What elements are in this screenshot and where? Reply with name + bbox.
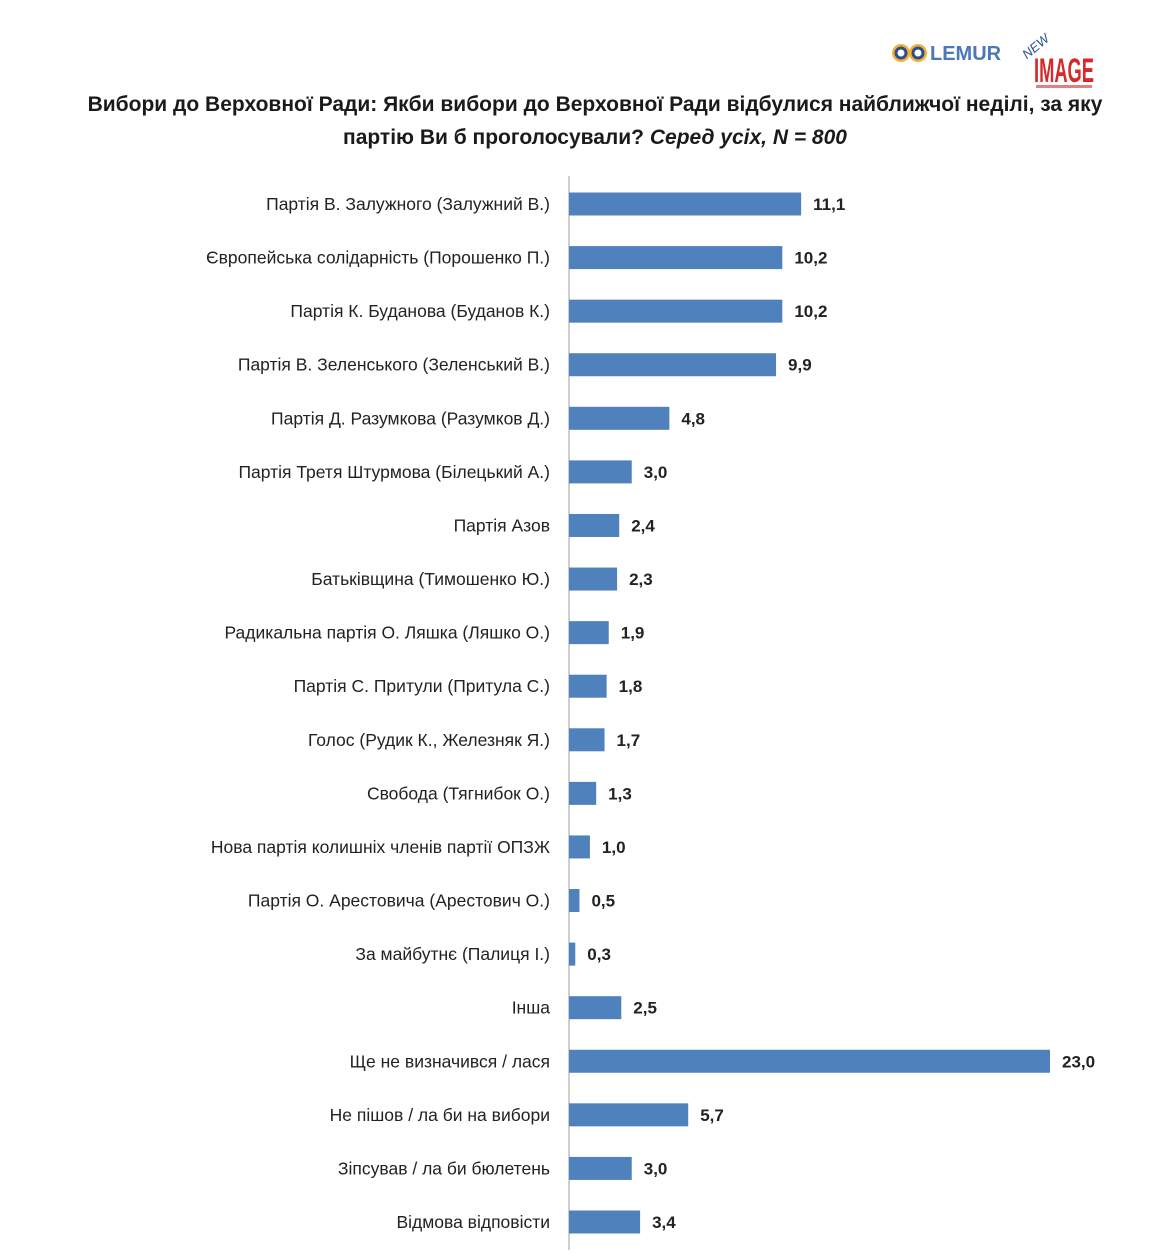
value-label: 1,7: [617, 731, 641, 750]
value-label: 0,3: [587, 945, 611, 964]
category-label: Відмова відповісти: [396, 1212, 550, 1232]
category-label: Партія К. Буданова (Буданов К.): [290, 301, 550, 321]
bar: [569, 996, 622, 1020]
bar: [569, 1049, 1050, 1073]
category-label: Партія О. Арестовича (Арестович О.): [248, 891, 550, 911]
value-label: 10,2: [794, 249, 827, 268]
newimage-image-text: IMAGE: [1034, 52, 1094, 90]
chart-title: Вибори до Верховної Ради: Якби вибори до…: [60, 88, 1130, 154]
value-label: 1,9: [621, 624, 645, 643]
newimage-logo: NEW IMAGE: [1020, 32, 1100, 92]
category-label: Партія Д. Разумкова (Разумков Д.): [271, 408, 550, 428]
category-label: Партія Третя Штурмова (Білецький А.): [238, 462, 550, 482]
value-label: 4,8: [681, 409, 705, 428]
category-label: Голос (Рудик К., Железняк Я.): [308, 730, 550, 750]
value-label: 0,5: [591, 892, 615, 911]
lemur-text: LEMUR: [930, 43, 1002, 65]
title-main: Вибори до Верховної Ради: Якби вибори до…: [87, 93, 1103, 149]
bar: [569, 406, 670, 430]
value-label: 1,8: [619, 677, 643, 696]
category-label: Радикальна партія О. Ляшка (Ляшко О.): [224, 623, 550, 643]
bar: [569, 192, 802, 216]
value-label: 10,2: [794, 302, 827, 321]
value-label: 11,1: [813, 195, 845, 214]
value-label: 3,0: [644, 463, 668, 482]
bar: [569, 621, 609, 645]
value-label: 2,5: [633, 999, 657, 1018]
category-label: За майбутнє (Палиця І.): [355, 944, 550, 964]
value-label: 1,3: [608, 784, 632, 803]
bar: [569, 674, 607, 698]
category-label: Зіпсував / ла би бюлетень: [338, 1158, 550, 1178]
bar: [569, 353, 777, 377]
value-label: 5,7: [700, 1106, 724, 1125]
category-label: Європейська солідарність (Порошенко П.): [206, 248, 550, 268]
category-label: Партія Азов: [454, 515, 550, 535]
value-label: 9,9: [788, 356, 812, 375]
bar: [569, 889, 580, 913]
bar: [569, 460, 632, 484]
bar: [569, 835, 590, 859]
lemur-eyes-icon: LEMUR: [892, 43, 1002, 65]
bar: [569, 942, 576, 966]
value-label: 1,0: [602, 838, 626, 857]
bar: [569, 781, 597, 805]
category-label: Не пішов / ла би на вибори: [330, 1105, 550, 1125]
bar: [569, 1210, 641, 1234]
lemur-logo: LEMUR: [890, 38, 1005, 68]
category-label: Партія В. Залужного (Залужний В.): [266, 194, 550, 214]
category-label: Нова партія колишніх членів партії ОПЗЖ: [211, 837, 550, 857]
bar: [569, 513, 620, 537]
title-sub: Серед усіх, N = 800: [649, 126, 847, 149]
category-label: Партія В. Зеленського (Зеленський В.): [238, 355, 550, 375]
category-label: Інша: [512, 998, 551, 1018]
value-label: 2,3: [629, 570, 653, 589]
bar: [569, 246, 783, 270]
bar: [569, 299, 783, 323]
value-label: 3,4: [652, 1213, 676, 1232]
value-label: 3,0: [644, 1159, 668, 1178]
category-label: Свобода (Тягнибок О.): [367, 783, 550, 803]
category-label: Батьківщина (Тимошенко Ю.): [311, 569, 550, 589]
bar: [569, 567, 618, 591]
bar: [569, 1156, 632, 1180]
value-label: 23,0: [1062, 1052, 1095, 1071]
bar: [569, 1103, 689, 1127]
bar: [569, 728, 605, 752]
category-label: Ще не визначився / лася: [350, 1051, 550, 1071]
category-label: Партія С. Притули (Притула С.): [294, 676, 550, 696]
value-label: 2,4: [631, 516, 655, 535]
